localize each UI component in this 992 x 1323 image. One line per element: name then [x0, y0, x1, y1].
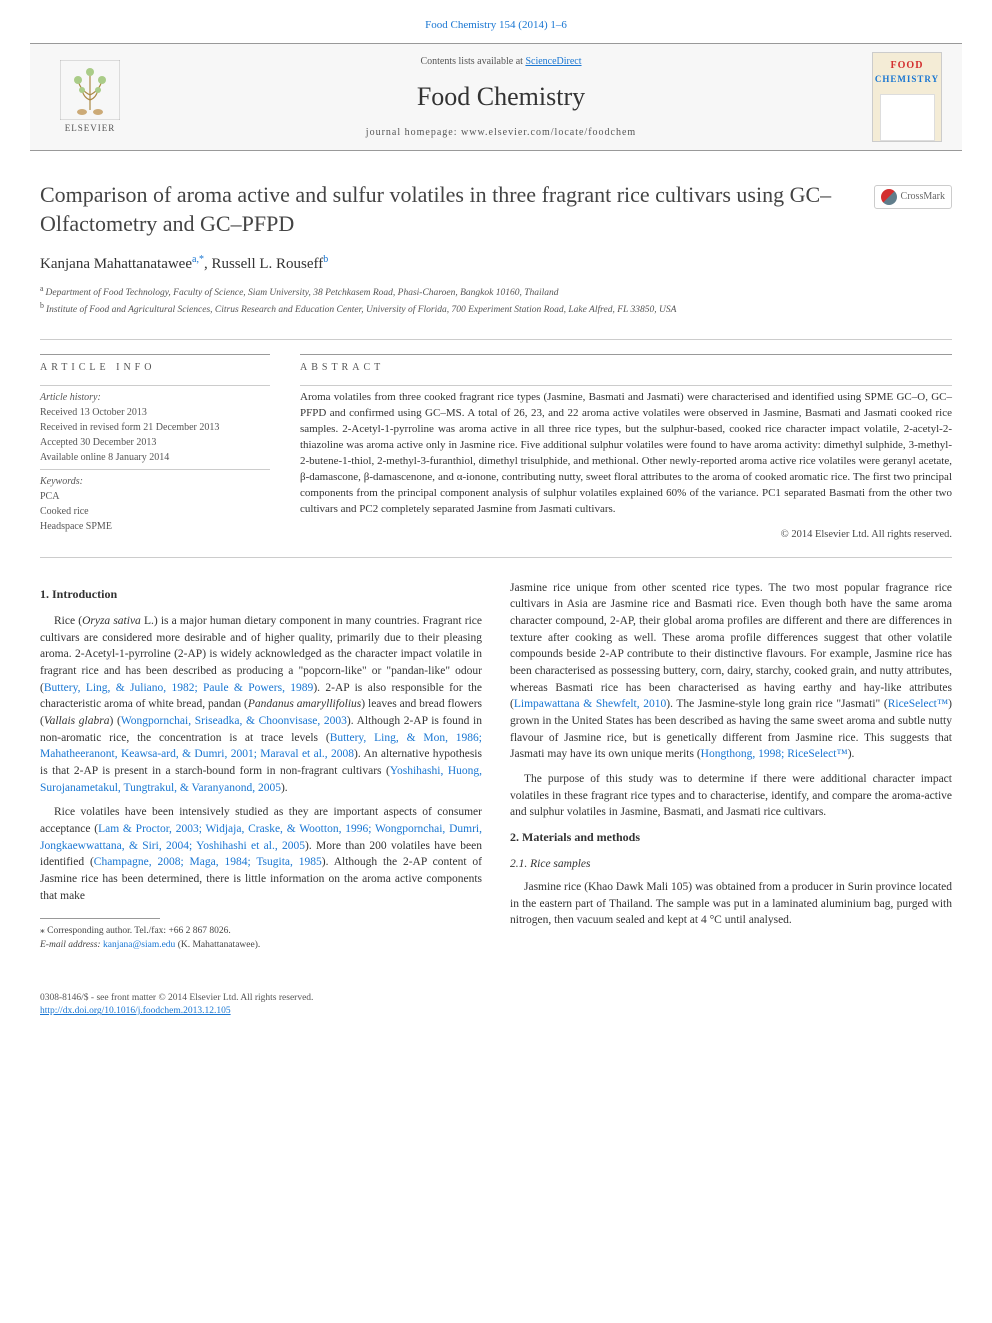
history-heading: Article history:	[40, 390, 270, 405]
doi-link[interactable]: http://dx.doi.org/10.1016/j.foodchem.201…	[40, 1006, 231, 1016]
divider	[40, 385, 270, 386]
keyword-1: PCA	[40, 489, 270, 504]
elsevier-logo: ELSEVIER	[50, 57, 130, 137]
affiliation-a: Department of Food Technology, Faculty o…	[46, 288, 559, 298]
homepage-line: journal homepage: www.elsevier.com/locat…	[130, 126, 872, 140]
homepage-prefix: journal homepage:	[366, 127, 461, 138]
keywords-block: Keywords: PCA Cooked rice Headspace SPME	[40, 474, 270, 534]
abstract-label: ABSTRACT	[300, 355, 952, 381]
corr-line: ⁎ Corresponding author. Tel./fax: +66 2 …	[40, 925, 482, 938]
divider	[40, 469, 270, 470]
sciencedirect-link[interactable]: ScienceDirect	[525, 56, 581, 67]
email-link[interactable]: kanjana@siam.edu	[103, 940, 175, 950]
history-received: Received 13 October 2013	[40, 405, 270, 420]
divider	[300, 385, 952, 386]
crossmark-icon	[881, 189, 897, 205]
divider	[40, 557, 952, 558]
email-label: E-mail address:	[40, 940, 103, 950]
cover-line2: CHEMISTRY	[875, 73, 939, 86]
title-row: Comparison of aroma active and sulfur vo…	[40, 181, 952, 238]
bottom-info: 0308-8146/$ - see front matter © 2014 El…	[0, 992, 992, 1039]
cover-line1: FOOD	[891, 59, 924, 73]
issn-line: 0308-8146/$ - see front matter © 2014 El…	[40, 992, 952, 1005]
history-online: Available online 8 January 2014	[40, 450, 270, 465]
keywords-heading: Keywords:	[40, 474, 270, 489]
methods-sub1: 2.1. Rice samples	[510, 856, 952, 873]
journal-header: ELSEVIER Contents lists available at Sci…	[30, 43, 962, 151]
ref-link[interactable]: RiceSelect™	[888, 698, 948, 710]
article-history: Article history: Received 13 October 201…	[40, 390, 270, 465]
ref-link[interactable]: Champagne, 2008; Maga, 1984; Tsugita, 19…	[94, 856, 322, 868]
article-title: Comparison of aroma active and sulfur vo…	[40, 181, 858, 238]
copyright: © 2014 Elsevier Ltd. All rights reserved…	[300, 528, 952, 543]
email-suffix: (K. Mahattanatawee).	[175, 940, 260, 950]
author-1: Kanjana Mahattanatawee	[40, 256, 192, 272]
contents-prefix: Contents lists available at	[420, 56, 525, 67]
intro-p1: Rice (Oryza sativa L.) is a major human …	[40, 613, 482, 796]
affiliations: aDepartment of Food Technology, Faculty …	[40, 283, 952, 318]
abstract-text: Aroma volatiles from three cooked fragra…	[300, 390, 952, 518]
intro-p4: The purpose of this study was to determi…	[510, 771, 952, 821]
abstract-column: ABSTRACT Aroma volatiles from three cook…	[300, 354, 952, 542]
ref-link[interactable]: Buttery, Ling, & Juliano, 1982; Paule & …	[44, 682, 313, 694]
contents-line: Contents lists available at ScienceDirec…	[130, 55, 872, 69]
corresponding-footnote: ⁎ Corresponding author. Tel./fax: +66 2 …	[40, 925, 482, 952]
ref-link[interactable]: Hongthong, 1998; RiceSelect™	[701, 748, 848, 760]
affiliation-b: Institute of Food and Agricultural Scien…	[46, 305, 676, 315]
history-revised: Received in revised form 21 December 201…	[40, 420, 270, 435]
ref-link[interactable]: Wongpornchai, Sriseadka, & Choonvisase, …	[121, 715, 347, 727]
methods-heading: 2. Materials and methods	[510, 829, 952, 846]
elsevier-label: ELSEVIER	[65, 122, 116, 135]
top-citation: Food Chemistry 154 (2014) 1–6	[0, 0, 992, 43]
meta-abstract-row: ARTICLE INFO Article history: Received 1…	[40, 339, 952, 542]
article-info-label: ARTICLE INFO	[40, 355, 270, 381]
journal-name: Food Chemistry	[130, 79, 872, 115]
keyword-3: Headspace SPME	[40, 519, 270, 534]
elsevier-tree-icon	[60, 60, 120, 120]
history-accepted: Accepted 30 December 2013	[40, 435, 270, 450]
methods-p1: Jasmine rice (Khao Dawk Mali 105) was ob…	[510, 879, 952, 929]
intro-p3: Jasmine rice unique from other scented r…	[510, 580, 952, 763]
author-2-sup: b	[323, 254, 328, 265]
ref-link[interactable]: Limpawattana & Shewfelt, 2010	[514, 698, 666, 710]
crossmark-label: CrossMark	[901, 190, 945, 204]
crossmark-badge[interactable]: CrossMark	[874, 185, 952, 209]
cover-inner	[880, 94, 935, 141]
author-2: Russell L. Rouseff	[211, 256, 323, 272]
journal-cover: FOOD CHEMISTRY	[872, 52, 942, 142]
author-1-sup: a,*	[192, 254, 204, 265]
body-columns: 1. Introduction Rice (Oryza sativa L.) i…	[40, 580, 952, 952]
authors: Kanjana Mahattanataweea,*, Russell L. Ro…	[40, 253, 952, 275]
article-info-column: ARTICLE INFO Article history: Received 1…	[40, 354, 270, 542]
header-center: Contents lists available at ScienceDirec…	[130, 55, 872, 139]
keyword-2: Cooked rice	[40, 504, 270, 519]
intro-heading: 1. Introduction	[40, 586, 482, 603]
footnote-separator	[40, 918, 160, 919]
homepage-url[interactable]: www.elsevier.com/locate/foodchem	[461, 127, 636, 138]
intro-p2: Rice volatiles have been intensively stu…	[40, 804, 482, 904]
